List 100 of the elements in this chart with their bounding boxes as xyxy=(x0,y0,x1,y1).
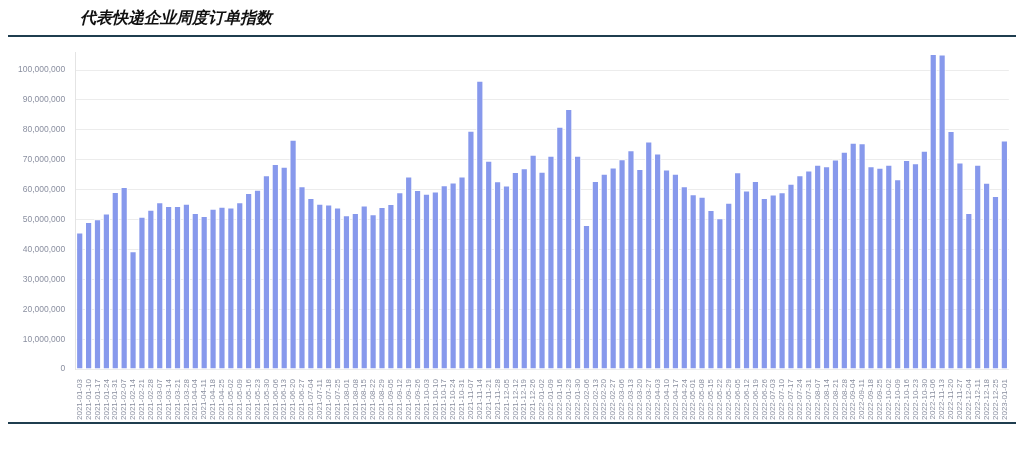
x-tick-label: 2021-11-14 xyxy=(475,378,485,420)
x-tick-label: 2022-02-20 xyxy=(599,378,609,420)
x-tick-label: 2022-02-27 xyxy=(608,378,618,420)
x-tick-label: 2022-11-27 xyxy=(955,378,965,420)
x-tick-label: 2022-03-27 xyxy=(643,378,653,420)
x-tick-label: 2022-04-10 xyxy=(661,378,671,420)
x-tick-label: 2022-09-11 xyxy=(857,378,867,420)
x-tick-label: 2022-08-21 xyxy=(830,378,840,420)
x-tick-label: 2021-07-25 xyxy=(332,378,342,420)
x-tick-label: 2022-09-18 xyxy=(866,378,876,420)
x-tick-label: 2021-02-21 xyxy=(137,378,147,420)
x-tick-label: 2022-10-30 xyxy=(919,378,929,420)
x-tick-label: 2022-11-06 xyxy=(928,378,938,420)
x-tick-label: 2021-12-26 xyxy=(528,378,538,420)
y-tick-label: 80,000,000 xyxy=(22,124,66,135)
x-tick-label: 2021-05-30 xyxy=(261,378,271,420)
x-tick-label: 2021-06-20 xyxy=(288,378,298,420)
x-tick-label: 2022-05-29 xyxy=(723,378,733,420)
x-tick-label: 2021-10-10 xyxy=(430,378,440,420)
x-tick-label: 2022-12-04 xyxy=(964,378,974,420)
x-tick-label: 2021-07-11 xyxy=(314,378,324,420)
x-tick-label: 2021-04-18 xyxy=(208,378,218,420)
x-tick-label: 2022-07-10 xyxy=(777,378,787,420)
x-tick-label: 2021-03-28 xyxy=(181,378,191,420)
x-tick-label: 2022-05-22 xyxy=(715,378,725,420)
x-tick-label: 2021-03-07 xyxy=(154,378,164,420)
x-tick-label: 2022-09-25 xyxy=(875,378,885,420)
y-tick-label: 70,000,000 xyxy=(22,154,66,165)
x-tick-label: 2022-01-02 xyxy=(537,378,547,420)
x-tick-label: 2021-08-08 xyxy=(350,378,360,420)
x-tick-label: 2021-05-16 xyxy=(243,378,253,420)
x-tick-label: 2021-08-01 xyxy=(341,378,351,420)
chart-title: 代表快递企业周度订单指数 xyxy=(8,8,1016,37)
x-tick-label: 2022-08-28 xyxy=(839,378,849,420)
x-tick-label: 2022-07-17 xyxy=(786,378,796,420)
x-tick-label: 2021-11-21 xyxy=(483,378,493,420)
x-tick-label: 2022-11-13 xyxy=(937,378,947,420)
x-tick-label: 2021-07-18 xyxy=(323,378,333,420)
y-tick-label: 100,000,000 xyxy=(17,64,66,75)
x-tick-label: 2021-07-04 xyxy=(306,378,316,420)
x-tick-label: 2022-01-16 xyxy=(555,378,565,420)
x-tick-label: 2021-06-27 xyxy=(297,378,307,420)
x-tick-label: 2022-12-18 xyxy=(981,378,991,420)
x-tick-label: 2021-01-17 xyxy=(92,378,102,420)
x-tick-label: 2021-11-28 xyxy=(492,378,502,420)
x-tick-label: 2021-03-14 xyxy=(163,378,173,420)
x-tick-label: 2021-08-15 xyxy=(359,378,369,420)
y-tick-label: 30,000,000 xyxy=(22,273,66,284)
x-tick-label: 2021-01-31 xyxy=(110,378,120,420)
x-tick-label: 2021-08-22 xyxy=(368,378,378,420)
x-tick-label: 2021-10-03 xyxy=(421,378,431,420)
x-tick-label: 2023-01-01 xyxy=(999,378,1009,420)
y-tick-label: 10,000,000 xyxy=(22,333,66,344)
x-tick-label: 2022-04-17 xyxy=(670,378,680,420)
x-tick-label: 2022-08-14 xyxy=(821,378,831,420)
x-tick-label: 2021-03-21 xyxy=(172,378,182,420)
x-tick-label: 2022-01-09 xyxy=(546,378,556,420)
x-tick-label: 2022-06-05 xyxy=(732,378,742,420)
x-tick-label: 2021-04-04 xyxy=(190,378,200,420)
x-tick-label: 2021-02-28 xyxy=(146,378,156,420)
x-tick-label: 2021-09-12 xyxy=(394,378,404,420)
x-tick-label: 2021-10-17 xyxy=(439,378,449,420)
x-tick-label: 2021-12-12 xyxy=(510,378,520,420)
x-tick-label: 2022-10-16 xyxy=(901,378,911,420)
x-tick-label: 2022-10-23 xyxy=(910,378,920,420)
y-tick-label: 0 xyxy=(60,363,66,374)
x-tick-label: 2022-05-08 xyxy=(697,378,707,420)
x-tick-label: 2022-03-20 xyxy=(635,378,645,420)
x-tick-label: 2021-01-10 xyxy=(83,378,93,420)
y-tick-label: 60,000,000 xyxy=(22,184,66,194)
x-tick-label: 2022-06-12 xyxy=(741,378,751,420)
x-tick-label: 2022-06-19 xyxy=(750,378,760,420)
y-tick-label: 20,000,000 xyxy=(22,303,66,314)
x-tick-label: 2022-11-20 xyxy=(946,378,956,420)
x-tick-label: 2022-05-01 xyxy=(688,378,698,420)
x-tick-label: 2022-07-03 xyxy=(768,378,778,420)
x-tick-label: 2022-06-26 xyxy=(759,378,769,420)
x-tick-label: 2021-02-07 xyxy=(119,378,129,420)
x-tick-label: 2022-03-13 xyxy=(626,378,636,420)
y-tick-label: 40,000,000 xyxy=(22,243,66,254)
x-tick-label: 2022-07-24 xyxy=(795,378,805,420)
x-tick-label: 2021-05-23 xyxy=(252,378,262,420)
x-tick-label: 2022-01-30 xyxy=(572,378,582,420)
x-tick-label: 2021-04-11 xyxy=(199,378,209,420)
x-tick-label: 2021-09-19 xyxy=(403,378,413,420)
x-tick-label: 2021-05-09 xyxy=(234,378,244,420)
x-tick-label: 2021-04-25 xyxy=(217,378,227,420)
x-tick-label: 2022-07-31 xyxy=(803,378,813,420)
x-tick-label: 2022-10-09 xyxy=(892,378,902,420)
x-tick-label: 2021-09-26 xyxy=(412,378,422,420)
x-tick-label: 2022-04-03 xyxy=(652,378,662,420)
x-tick-label: 2022-09-04 xyxy=(848,378,858,420)
x-tick-label: 2021-11-07 xyxy=(466,378,476,420)
y-tick-label: 50,000,000 xyxy=(22,213,66,224)
x-tick-label: 2021-10-24 xyxy=(448,378,458,420)
x-tick-label: 2022-03-06 xyxy=(617,378,627,420)
y-tick-label: 90,000,000 xyxy=(22,94,66,105)
x-tick-label: 2022-02-13 xyxy=(590,378,600,420)
x-tick-label: 2021-01-03 xyxy=(74,378,84,420)
x-tick-label: 2021-05-02 xyxy=(226,378,236,420)
